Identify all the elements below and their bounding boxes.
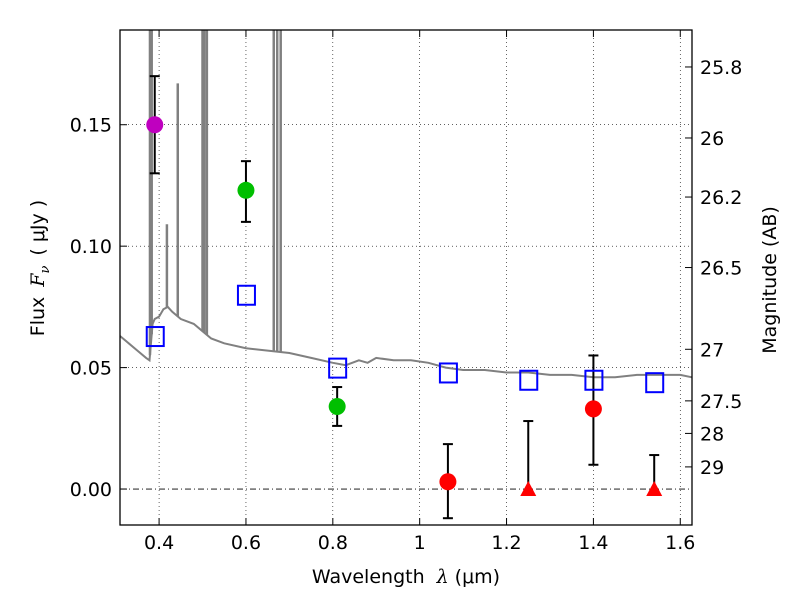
model-square-marker (328, 357, 348, 379)
axis-ticks (120, 30, 692, 525)
y2-axis-label: Magnitude (AB) (759, 206, 781, 354)
y-tick-label: 0.15 (70, 115, 112, 137)
x-tick-label: 1 (414, 532, 426, 554)
model-square-marker (645, 372, 665, 394)
y-tick-labels: 0.00 0.05 0.10 0.15 (70, 115, 112, 501)
data-points (145, 75, 665, 520)
y2-tick-label: 26.5 (700, 258, 742, 280)
y2-tick-label: 26.2 (700, 187, 742, 209)
plot-frame (119, 29, 693, 526)
x-tick-label: 1.4 (578, 532, 608, 554)
model-square-marker (519, 369, 539, 391)
y2-tick-label: 28 (700, 423, 724, 445)
x-tick-label: 0.8 (318, 532, 348, 554)
upper-limit-marker (520, 481, 537, 497)
y-tick-label: 0.10 (70, 236, 112, 258)
model-square-marker (145, 326, 165, 348)
flux-marker (584, 400, 602, 418)
spectrum-continuum (119, 305, 693, 379)
x-tick-label: 1.6 (665, 532, 695, 554)
flux-marker (439, 473, 457, 491)
x-tick-label: 0.4 (144, 532, 174, 554)
y2-tick-labels: 25.8 26 26.2 26.5 27 27.5 28 29 (700, 57, 742, 479)
x-tick-label: 1.2 (491, 532, 521, 554)
x-tick-labels: 0.4 0.6 0.8 1 1.2 1.4 1.6 (144, 532, 695, 554)
y2-tick-label: 27.5 (700, 391, 742, 413)
y-tick-label: 0.00 (70, 479, 112, 501)
model-spectrum (119, 30, 693, 379)
x-tick-label: 0.6 (231, 532, 261, 554)
model-square-marker (236, 284, 256, 306)
flux-marker (237, 181, 255, 199)
y2-tick-label: 29 (700, 457, 724, 479)
flux-marker (328, 397, 346, 415)
upper-limit-marker (646, 481, 663, 497)
flux-marker (146, 116, 164, 134)
x-axis-label: Wavelength λ (μm) (312, 566, 500, 588)
y-tick-label: 0.05 (70, 358, 112, 380)
y2-tick-label: 26 (700, 128, 724, 150)
model-square-marker (584, 369, 604, 391)
y2-tick-label: 25.8 (700, 57, 742, 79)
model-square-marker (438, 362, 458, 384)
y2-tick-label: 27 (700, 339, 724, 361)
y-axis-label: FluxFν( μJy ) (27, 200, 53, 336)
